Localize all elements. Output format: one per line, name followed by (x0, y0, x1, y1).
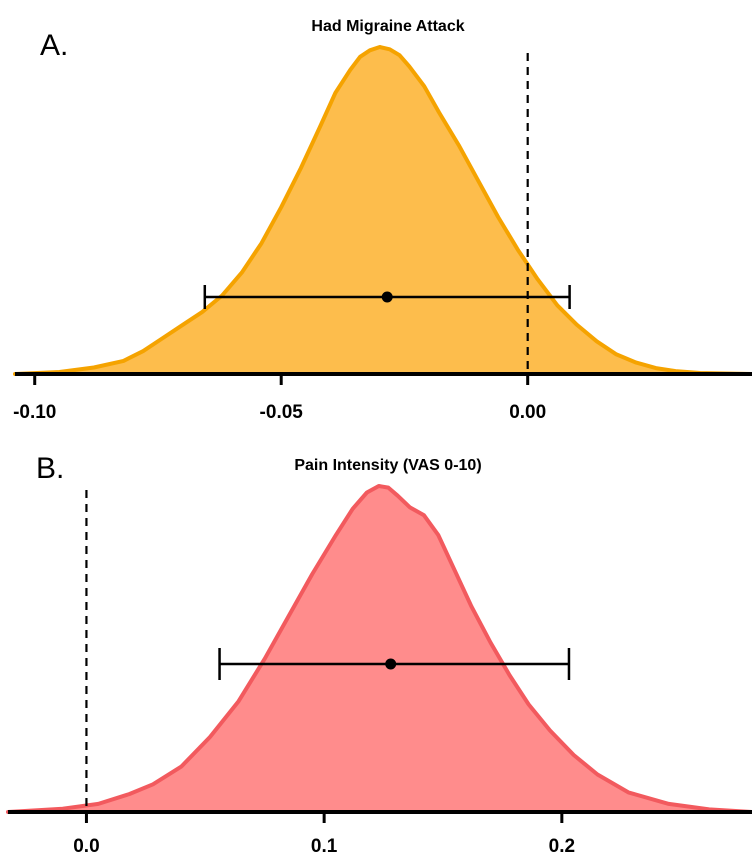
x-tick-label: -0.10 (13, 402, 56, 423)
x-tick-label: 0.0 (73, 836, 99, 857)
x-tick-label: 0.2 (549, 836, 575, 857)
posterior-density-area (13, 45, 752, 376)
posterior-density-area (6, 484, 752, 814)
panel-letter: B. (36, 452, 64, 485)
x-tick-label: 0.1 (311, 836, 338, 857)
panel-letter: A. (40, 29, 68, 62)
chart-title: Had Migraine Attack (311, 18, 464, 35)
point-estimate-dot (385, 658, 397, 670)
x-tick-label: -0.05 (260, 402, 304, 423)
chart-title: Pain Intensity (VAS 0-10) (294, 457, 481, 474)
x-tick-label: 0.00 (509, 402, 546, 423)
point-estimate-dot (381, 291, 393, 303)
